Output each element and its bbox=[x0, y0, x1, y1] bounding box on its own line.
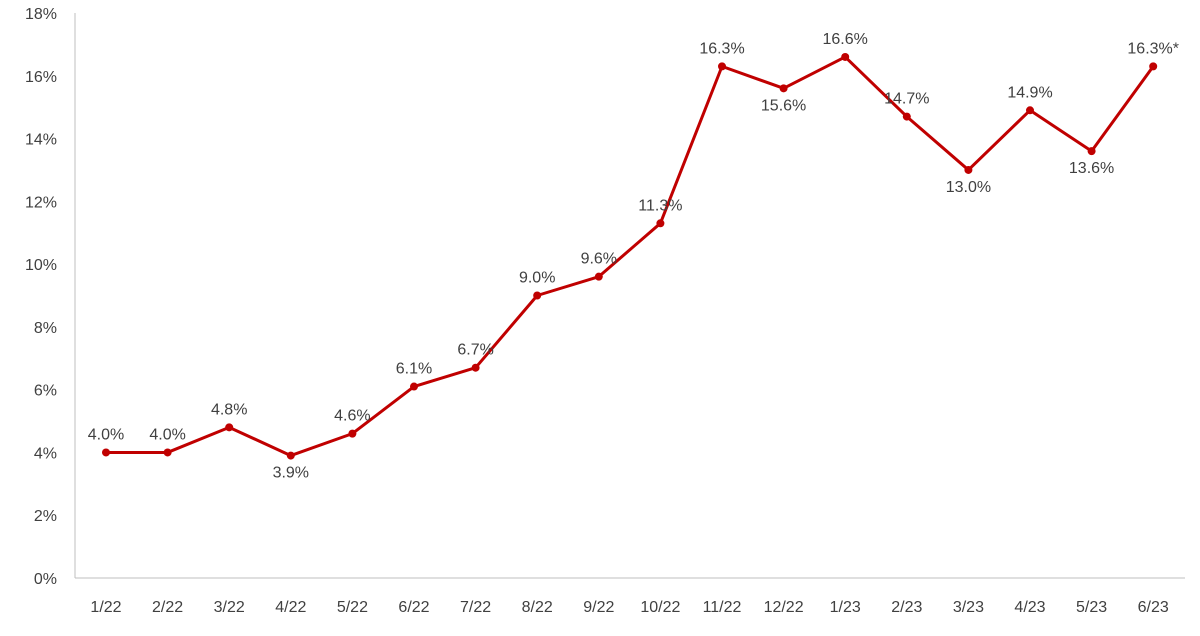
x-tick-label: 5/23 bbox=[1076, 599, 1107, 616]
y-axis-ticks: 0% 2% 4% 6% 8% 10% 12% 14% 16% 18% bbox=[25, 6, 57, 588]
x-tick-label: 12/22 bbox=[764, 599, 804, 616]
y-tick-label: 2% bbox=[34, 508, 57, 525]
axes bbox=[74, 13, 1185, 579]
y-tick-label: 8% bbox=[34, 320, 57, 337]
y-tick-label: 16% bbox=[25, 69, 57, 86]
data-point bbox=[348, 429, 357, 438]
x-tick-label: 11/22 bbox=[703, 599, 742, 616]
x-tick-label: 7/22 bbox=[460, 599, 491, 616]
x-tick-label: 8/22 bbox=[522, 599, 553, 616]
y-tick-label: 18% bbox=[25, 6, 57, 23]
data-label: 4.0% bbox=[149, 426, 185, 443]
y-tick-label: 14% bbox=[25, 132, 57, 149]
data-point bbox=[594, 272, 603, 281]
data-label: 13.6% bbox=[1069, 160, 1114, 177]
data-label: 16.3% bbox=[699, 40, 744, 57]
x-tick-label: 2/23 bbox=[891, 599, 922, 616]
data-labels: 4.0% 4.0% 4.8% 3.9% 4.6% 6.1% 6.7% 9.0% 9.6% 11.3… bbox=[88, 31, 1179, 482]
x-tick-label: 3/23 bbox=[953, 599, 984, 616]
data-label: 9.6% bbox=[581, 251, 617, 268]
data-point bbox=[902, 112, 911, 121]
data-label: 6.1% bbox=[396, 361, 432, 378]
data-label: 4.6% bbox=[334, 408, 370, 425]
data-point bbox=[102, 448, 110, 457]
y-tick-label: 0% bbox=[34, 571, 57, 588]
x-tick-label: 1/23 bbox=[830, 599, 861, 616]
x-tick-label: 9/22 bbox=[583, 599, 614, 616]
data-label: 4.0% bbox=[88, 426, 124, 443]
series-group bbox=[102, 52, 1158, 460]
data-point bbox=[1026, 106, 1034, 115]
data-point bbox=[718, 62, 726, 71]
x-tick-label: 2/22 bbox=[152, 599, 183, 616]
x-axis-ticks: 1/22 2/22 3/22 4/22 5/22 6/22 7/22 8/22 9/22 10/2… bbox=[90, 599, 1168, 616]
x-tick-label: 3/22 bbox=[214, 599, 245, 616]
data-label: 11.3% bbox=[638, 197, 682, 214]
y-tick-label: 10% bbox=[25, 257, 57, 274]
data-point bbox=[779, 84, 788, 93]
data-point bbox=[163, 448, 172, 457]
data-point bbox=[841, 52, 850, 61]
series-line bbox=[106, 55, 1155, 458]
x-tick-label: 10/22 bbox=[640, 599, 680, 616]
x-tick-label: 4/23 bbox=[1014, 599, 1045, 616]
data-label: 16.3%* bbox=[1127, 40, 1179, 57]
data-point bbox=[471, 363, 480, 372]
data-label: 4.8% bbox=[211, 401, 247, 418]
y-tick-label: 12% bbox=[25, 194, 57, 211]
x-tick-label: 1/22 bbox=[90, 599, 121, 616]
y-tick-label: 4% bbox=[34, 445, 57, 462]
x-tick-label: 6/22 bbox=[398, 599, 429, 616]
data-label: 9.0% bbox=[519, 270, 555, 287]
data-point bbox=[1087, 147, 1096, 156]
data-point bbox=[533, 291, 542, 300]
data-label: 15.6% bbox=[761, 97, 806, 114]
x-tick-label: 5/22 bbox=[337, 599, 368, 616]
data-label: 3.9% bbox=[273, 465, 309, 482]
data-label: 6.7% bbox=[457, 342, 493, 359]
x-tick-label: 4/22 bbox=[275, 599, 306, 616]
y-tick-label: 6% bbox=[34, 383, 57, 400]
data-label: 14.9% bbox=[1007, 84, 1052, 101]
data-label: 16.6% bbox=[823, 31, 868, 48]
data-label: 14.7% bbox=[884, 91, 929, 108]
data-point bbox=[964, 165, 973, 174]
data-point bbox=[410, 382, 418, 391]
data-point bbox=[286, 451, 295, 460]
x-tick-label: 6/23 bbox=[1138, 599, 1169, 616]
data-point bbox=[225, 423, 234, 432]
data-point bbox=[1149, 62, 1158, 71]
data-label: 13.0% bbox=[946, 179, 991, 196]
data-point bbox=[656, 219, 665, 228]
